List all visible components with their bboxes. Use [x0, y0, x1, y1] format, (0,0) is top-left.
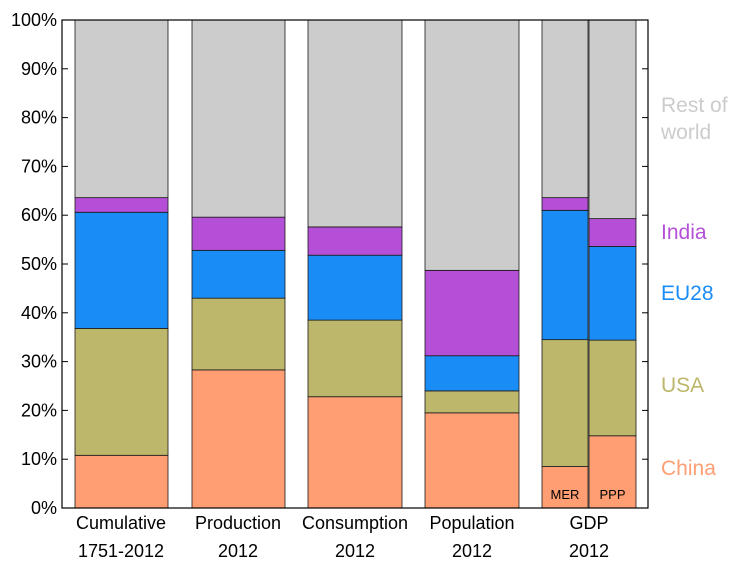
- bar-segment-india: [307, 226, 403, 256]
- bar-4: [424, 19, 520, 509]
- bar-segment-usa: [424, 390, 520, 414]
- bar-segment-eu28: [191, 249, 286, 299]
- y-tick-label: 10%: [21, 449, 57, 469]
- bar-segment-eu28: [74, 211, 169, 329]
- y-tick-label: 20%: [21, 400, 57, 420]
- bar-segment-china: [541, 466, 589, 509]
- x-category-sublabel: 2012: [218, 541, 258, 561]
- bar-segment-eu28: [588, 246, 637, 341]
- x-category-label: Population: [429, 513, 514, 533]
- x-category-label: Cumulative: [76, 513, 166, 533]
- y-tick-label: 90%: [21, 59, 57, 79]
- y-tick-label: 40%: [21, 303, 57, 323]
- bar-segment-rest-of-world: [588, 19, 637, 220]
- bar-segment-china: [191, 369, 286, 509]
- bar-segment-eu28: [541, 209, 589, 341]
- bars-layer: MER PPP: [74, 19, 637, 509]
- bar-segment-usa: [191, 297, 286, 371]
- bar-segment-india: [74, 197, 169, 213]
- y-tick-label: 80%: [21, 108, 57, 128]
- x-axis: Cumulative 1751-2012 Production 2012 Consump…: [76, 513, 609, 561]
- bar-6: PPP: [588, 19, 637, 509]
- bar-segment-rest-of-world: [424, 19, 520, 271]
- bar-segment-india: [191, 216, 286, 251]
- x-category-label: GDP: [569, 513, 608, 533]
- x-category-sublabel: 2012: [452, 541, 492, 561]
- legend-label-rest-of-world: world: [660, 121, 711, 144]
- bar-segment-usa: [307, 319, 403, 398]
- bar-segment-china: [307, 396, 403, 509]
- bar-segment-china: [74, 454, 169, 509]
- x-category-sublabel: 2012: [335, 541, 375, 561]
- bar-segment-china: [588, 435, 637, 509]
- bar-segment-rest-of-world: [541, 19, 589, 199]
- x-category-sublabel: 1751-2012: [78, 541, 164, 561]
- y-tick-label: 70%: [21, 156, 57, 176]
- bar-segment-usa: [588, 339, 637, 437]
- bar-segment-usa: [541, 339, 589, 467]
- bar-sublabel-ppp: PPP: [599, 487, 625, 502]
- bar-segment-india: [424, 269, 520, 357]
- y-tick-label: 60%: [21, 205, 57, 225]
- bar-3: [307, 19, 403, 509]
- legend-label-usa: USA: [661, 374, 704, 397]
- bar-segment-rest-of-world: [74, 19, 169, 199]
- x-category-label: Consumption: [302, 513, 408, 533]
- legend-label-eu28: EU28: [661, 282, 714, 305]
- bar-segment-rest-of-world: [191, 19, 286, 218]
- bar-sublabel-mer: MER: [551, 487, 580, 502]
- legend-label-india: India: [661, 221, 707, 244]
- legend: Rest of world India EU28 USA China: [660, 94, 728, 480]
- legend-label-rest-of-world: Rest of: [661, 94, 728, 117]
- bar-segment-eu28: [307, 254, 403, 321]
- legend-label-china: China: [661, 457, 716, 480]
- bar-5: MER: [541, 19, 589, 509]
- bar-1: [74, 19, 169, 509]
- bar-segment-rest-of-world: [307, 19, 403, 228]
- bar-segment-eu28: [424, 355, 520, 392]
- bar-2: [191, 19, 286, 509]
- y-tick-label: 0%: [31, 498, 57, 518]
- x-category-sublabel: 2012: [569, 541, 609, 561]
- bar-segment-india: [588, 218, 637, 247]
- bar-segment-india: [541, 197, 589, 211]
- y-tick-label: 50%: [21, 254, 57, 274]
- y-tick-label: 100%: [11, 10, 57, 30]
- bar-segment-china: [424, 412, 520, 509]
- x-category-label: Production: [195, 513, 281, 533]
- bar-segment-usa: [74, 328, 169, 456]
- y-tick-label: 30%: [21, 352, 57, 372]
- y-axis: 0% 10% 20% 30% 40% 50% 60% 70% 80% 90% 100%: [11, 10, 648, 518]
